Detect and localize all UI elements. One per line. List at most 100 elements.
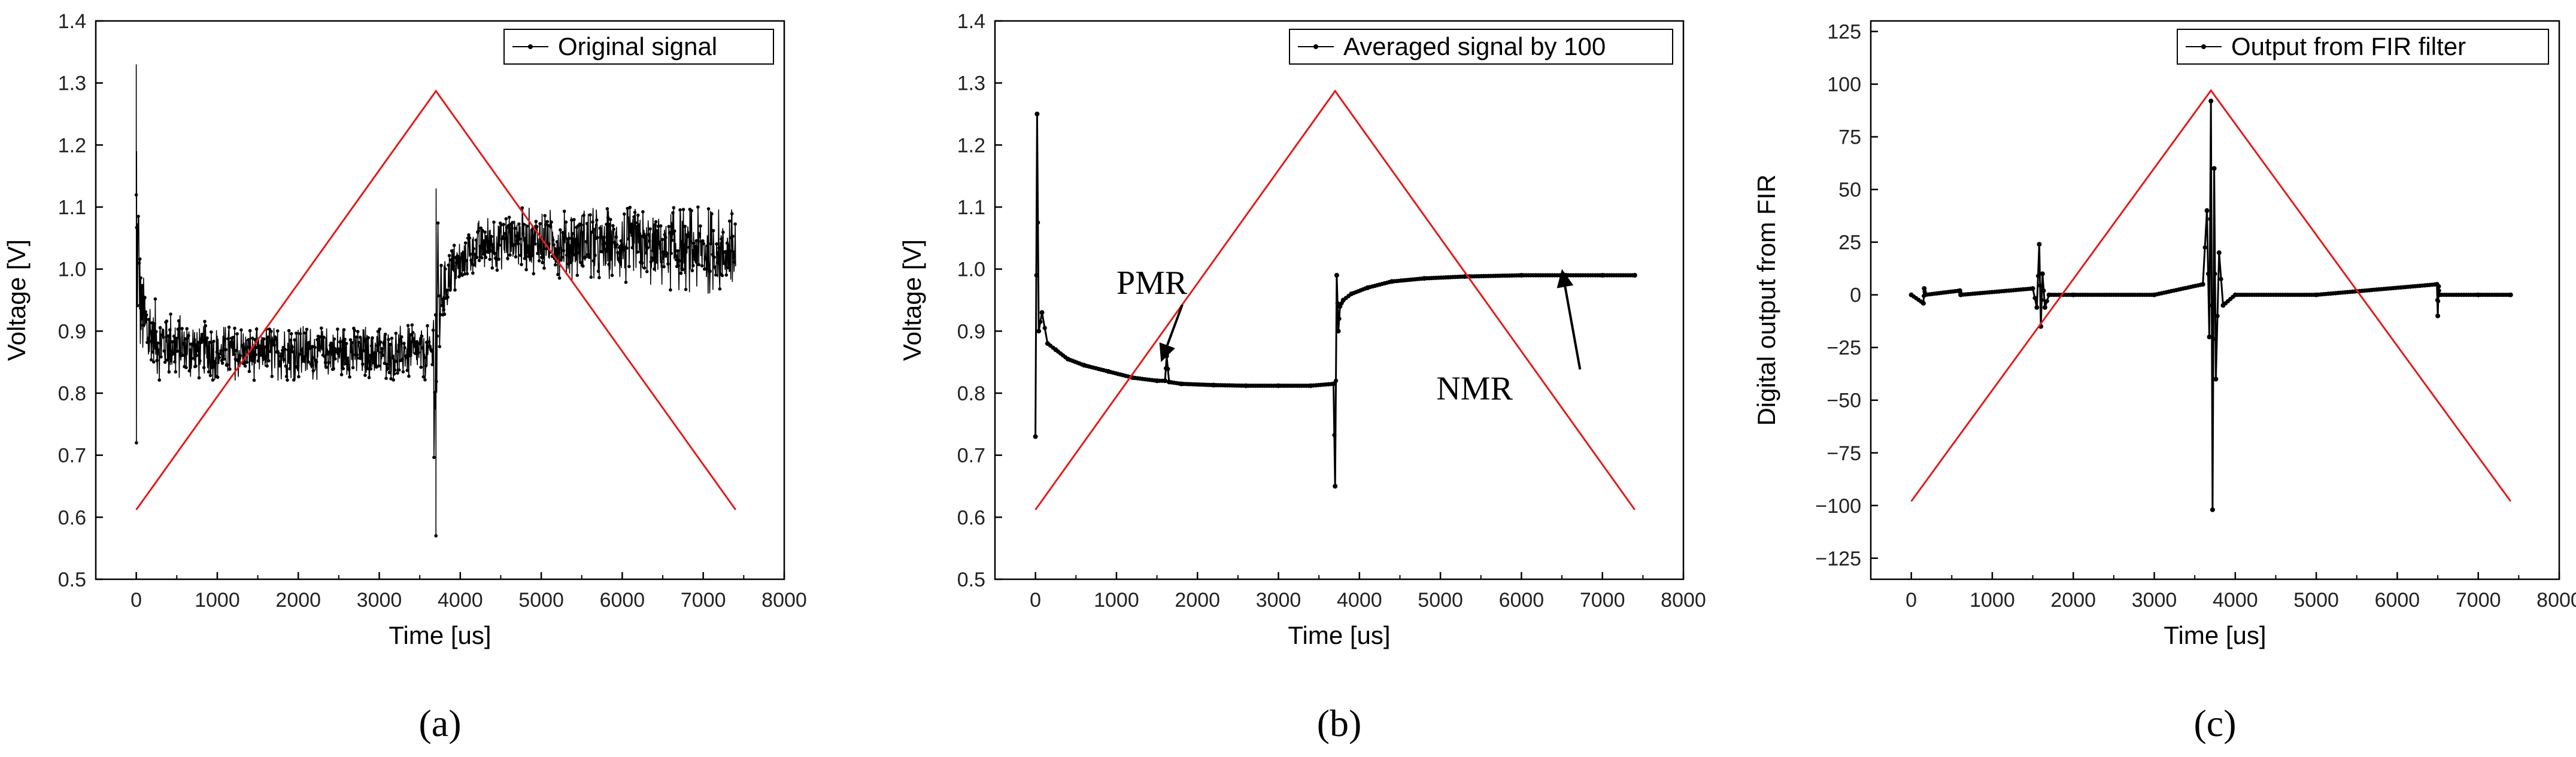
signal-point [157,378,162,382]
y-axis-label: Digital output from FIR [1752,174,1780,425]
signal-point [196,349,199,352]
signal-point [492,220,496,224]
signal-point [450,249,454,253]
signal-point [610,273,614,277]
signal-point [413,351,417,355]
signal-point [566,262,571,266]
signal-point [548,225,553,229]
signal-point [633,211,637,214]
legend: Output from FIR filter [2177,29,2549,65]
x-tick-label: 0 [1906,589,1917,612]
signal-point [515,234,518,238]
signal-point [504,217,508,221]
signal-point [212,339,216,343]
signal-point [536,251,539,256]
signal-point [724,250,727,254]
signal-point [721,230,725,235]
signal-point [592,227,596,232]
signal-point [678,259,681,263]
signal-point [253,338,257,342]
signal-point [664,235,667,239]
signal-point [490,235,493,239]
signal-point [305,327,309,332]
signal-point [638,232,642,236]
signal-point [456,257,460,261]
signal-point [382,341,386,345]
signal-point [151,350,155,354]
signal-point [600,236,603,239]
signal-point [204,339,208,343]
x-tick-label: 8000 [761,589,807,612]
signal-point [625,246,629,250]
signal-point [348,338,353,342]
signal-point [694,244,697,248]
signal-point [460,256,463,260]
signal-point [447,254,451,258]
signal-point [463,241,468,245]
signal-point [174,336,178,341]
signal-point [390,336,394,341]
signal-point [323,354,326,358]
signal-point [445,288,449,293]
signal-point [290,345,294,349]
signal-point [656,229,660,233]
signal-point [526,244,530,248]
signal-point [421,375,426,379]
signal-series [134,64,737,538]
signal-point [135,226,139,230]
signal-point [475,256,479,260]
signal-point [727,244,731,248]
signal-point [2039,297,2044,303]
signal-point [1051,345,1055,350]
signal-point [1034,111,1040,117]
signal-point [1387,279,1392,284]
signal-point [605,223,608,226]
signal-point [670,238,674,242]
signal-point [462,268,466,272]
x-tick-label: 5000 [1418,589,1463,612]
signal-point [2032,296,2037,300]
signal-point [562,249,566,253]
panel-label: (c) [2193,702,2236,744]
signal-point [512,243,516,247]
signal-point [520,206,524,210]
signal-point [525,224,529,228]
signal-point [660,260,663,264]
signal-point [557,251,560,255]
signal-point [453,288,457,292]
signal-point [602,235,606,239]
y-tick-label: 1.0 [58,259,86,281]
signal-point [1306,384,1311,388]
signal-point [318,335,321,339]
signal-point [323,361,327,364]
signal-point [711,229,715,233]
signal-point [496,247,500,250]
signal-point [711,253,715,257]
signal-point [357,341,360,345]
signal-point [251,336,254,340]
signal-point [310,363,314,367]
signal-point [708,269,712,273]
signal-point [665,251,669,256]
signal-point [723,262,727,265]
signal-point [2037,242,2042,247]
x-tick-label: 2000 [2050,589,2096,612]
x-tick-label: 4000 [1337,589,1382,612]
annotation-arrow-head [1159,342,1175,363]
signal-point [560,256,564,259]
signal-point [2028,286,2033,291]
signal-point [2210,507,2215,512]
signal-point [300,352,304,357]
signal-point [409,340,413,344]
signal-point [381,353,385,357]
signal-point [286,378,289,382]
signal-point [508,253,512,257]
signal-point [581,264,585,268]
signal-point [712,256,716,259]
signal-point [472,247,475,251]
signal-point [607,263,611,266]
signal-point [582,214,585,217]
signal-point [631,237,635,241]
signal-point [714,273,718,277]
signal-point [490,266,494,270]
